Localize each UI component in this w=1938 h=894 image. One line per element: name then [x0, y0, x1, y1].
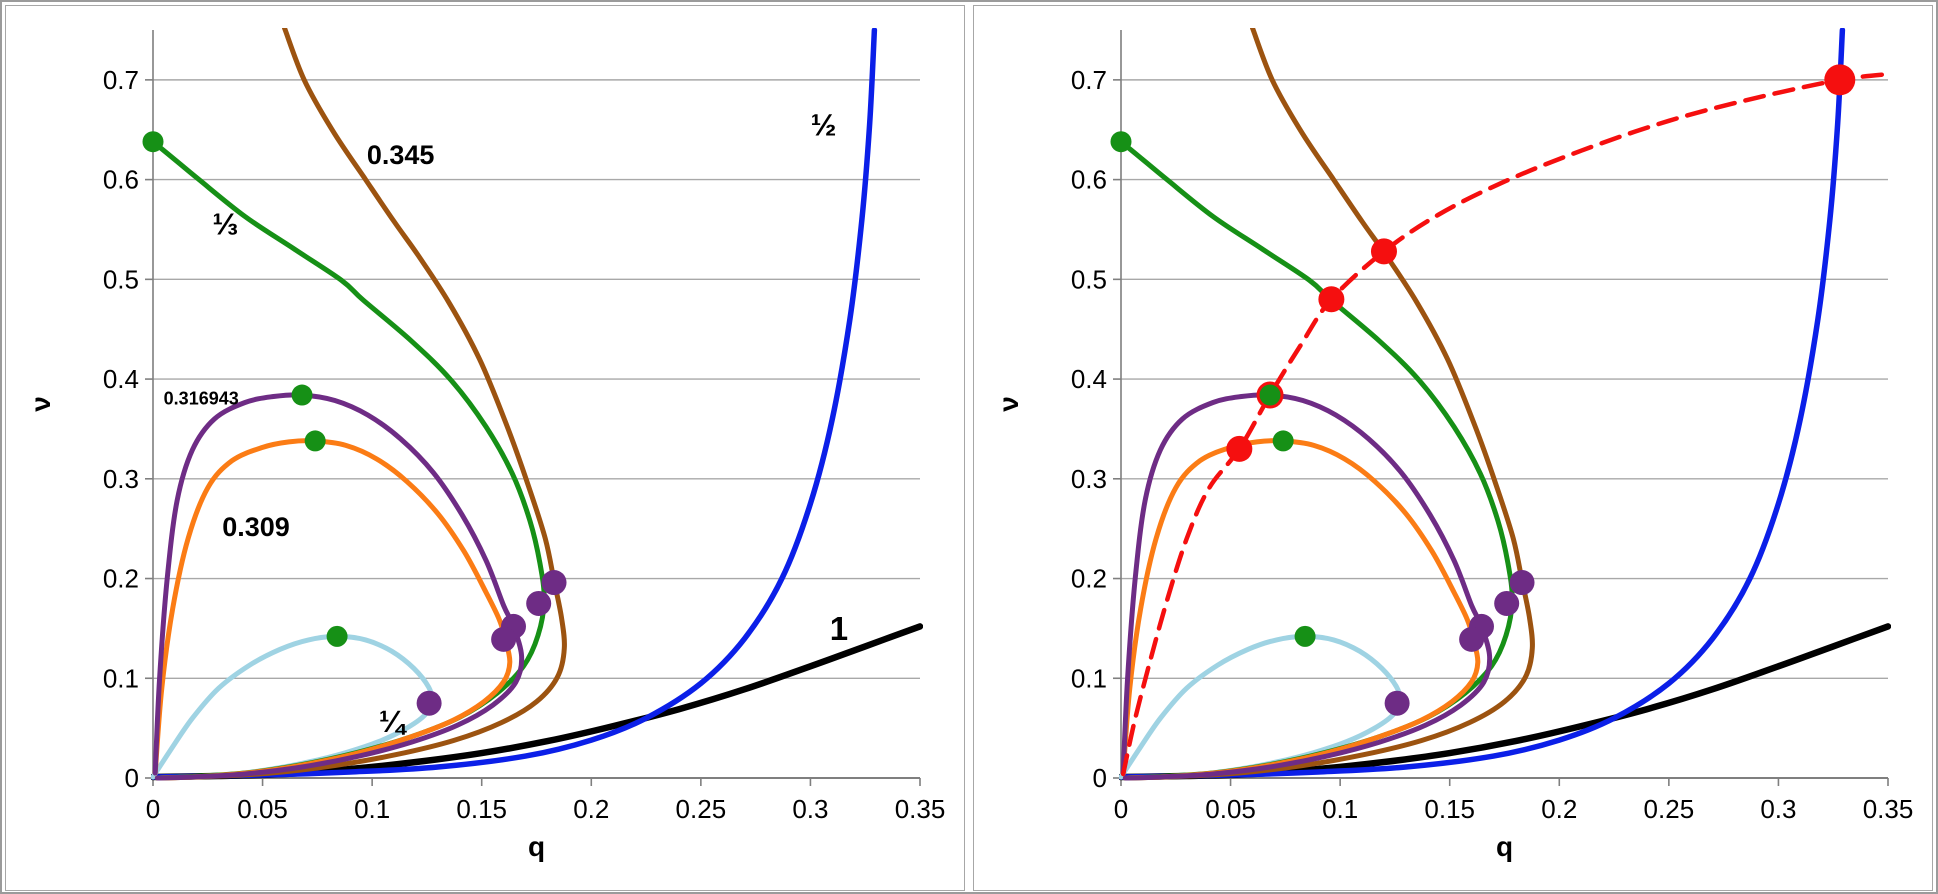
y-axis-title: ν	[993, 396, 1024, 412]
y-tick-label: 0.1	[1071, 663, 1107, 693]
green-data-point	[291, 384, 313, 406]
curve-label: 1	[830, 610, 848, 647]
chart-panel-right: 0 0.05 0.1 0.15 0.2 0.25 0.3 0.35 0 0.1 0.2 0.3 0.4 0…	[973, 5, 1933, 891]
x-tick-label: 0.15	[456, 794, 507, 824]
y-tick-label: 0.3	[1071, 464, 1107, 494]
curve-p309	[1120, 438, 1481, 781]
x-tick-label: 0.25	[676, 794, 727, 824]
green-data-point	[1259, 384, 1281, 406]
purple-data-point	[1509, 570, 1535, 596]
curve-label: ½	[811, 108, 837, 143]
curve-p345	[1125, 28, 1535, 781]
x-tick-label: 0	[1114, 794, 1128, 824]
y-tick-label: 0.5	[1071, 264, 1107, 294]
x-tick-label: 0.15	[1424, 794, 1475, 824]
red-data-point	[1226, 435, 1253, 462]
curve-label: 0.316943	[164, 388, 239, 408]
y-tick-label: 0.4	[1071, 364, 1107, 394]
red-data-point	[1824, 64, 1856, 96]
x-tick-label: 0.2	[1541, 794, 1577, 824]
y-tick-label: 0.4	[103, 364, 139, 394]
curve-third	[1119, 139, 1515, 781]
x-tick-label: 0.25	[1644, 794, 1695, 824]
purple-data-point	[1384, 690, 1410, 716]
x-tick-label: 0.2	[573, 794, 609, 824]
y-tick-label: 0.1	[103, 663, 139, 693]
x-tick-label: 0.3	[1760, 794, 1796, 824]
purple-data-point	[416, 690, 442, 716]
y-tick-label: 0	[125, 763, 139, 793]
y-tick-label: 0.7	[103, 65, 139, 95]
curve-half	[1119, 28, 1846, 780]
curve-label: ¼	[379, 704, 407, 739]
y-tick-label: 0.5	[103, 264, 139, 294]
purple-data-point	[491, 626, 517, 652]
x-tick-label: 0.1	[1322, 794, 1358, 824]
purple-data-point	[1494, 590, 1520, 616]
chart-panel-left: 0 0.05 0.1 0.15 0.2 0.25 0.3 0.35 0 0.1 0.2 0.3 0.4 0…	[5, 5, 965, 891]
red-data-point	[1318, 286, 1345, 313]
x-axis-title: q	[1496, 831, 1513, 862]
red-data-point	[1370, 238, 1397, 265]
y-tick-label: 0.6	[1071, 165, 1107, 195]
x-tick-label: 0.3	[792, 794, 828, 824]
green-data-point	[326, 625, 348, 647]
curve-label: ⅓	[212, 206, 238, 241]
green-data-point	[1110, 131, 1132, 153]
green-data-point	[1294, 625, 1316, 647]
x-tick-label: 0.35	[895, 794, 946, 824]
x-axis-title: q	[528, 831, 545, 862]
green-data-point	[142, 131, 164, 153]
curve-p316943	[1120, 392, 1493, 781]
curve-p309	[152, 438, 513, 781]
purple-data-point	[526, 590, 552, 616]
purple-data-point	[1459, 626, 1485, 652]
purple-data-point	[541, 570, 567, 596]
y-tick-label: 0.2	[1071, 564, 1107, 594]
right-chart-svg: 0 0.05 0.1 0.15 0.2 0.25 0.3 0.35 0 0.1 0.2 0.3 0.4 0…	[993, 28, 1914, 862]
curve-half	[151, 28, 878, 780]
y-tick-label: 0.7	[1071, 65, 1107, 95]
green-data-point	[1272, 430, 1294, 452]
x-tick-label: 0.05	[1205, 794, 1256, 824]
curve-p316943	[152, 392, 525, 781]
y-tick-label: 0.3	[103, 464, 139, 494]
y-axis-title: ν	[25, 396, 56, 412]
y-tick-label: 0.6	[103, 165, 139, 195]
x-tick-label: 0	[146, 794, 160, 824]
x-tick-label: 0.1	[354, 794, 390, 824]
x-tick-label: 0.35	[1863, 794, 1914, 824]
left-chart-svg: 0 0.05 0.1 0.15 0.2 0.25 0.3 0.35 0 0.1 0.2 0.3 0.4 0…	[25, 28, 946, 862]
x-tick-label: 0.05	[237, 794, 288, 824]
curve-label: 0.309	[222, 512, 290, 542]
y-tick-label: 0	[1093, 763, 1107, 793]
green-data-point	[304, 430, 326, 452]
y-tick-label: 0.2	[103, 564, 139, 594]
curve-label: 0.345	[367, 140, 435, 170]
